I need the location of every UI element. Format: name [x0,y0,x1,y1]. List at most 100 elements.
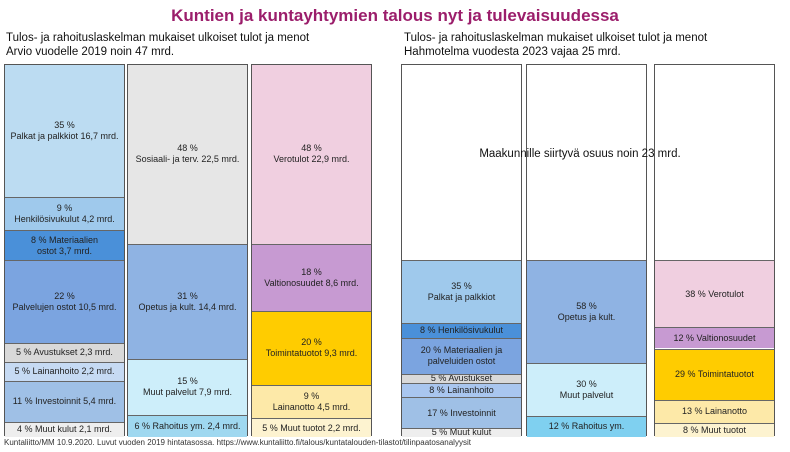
segment-label: 30 % Muut palvelut [560,379,614,401]
segment-label-line: Muut palvelut [559,389,614,400]
segment-label-line: 5 % Lainanhoito 2,2 mrd. [14,366,115,377]
bar-segment: 9 % Lainanotto 4,5 mrd. [252,384,371,419]
segment-label: 12 % Valtionosuudet [674,333,756,344]
segment-label: 4 % Muut kulut 2,1 mrd. [17,424,112,435]
segment-label-line: 12 % Rahoitus ym. [548,421,625,432]
left-heading-line-2: Arvio vuodelle 2019 noin 47 mrd. [6,46,175,58]
segment-label-line: 5 % Muut tuotot 2,2 mrd. [262,422,361,433]
segment-label-line: Palkat ja palkkiot [427,292,496,303]
segment-label: 29 % Toimintatuotot [675,369,754,380]
segment-label-line: 17 % Investoinnit [427,407,496,418]
bar-segment: 8 % Henkilösivukulut [402,323,521,338]
segment-label: 13 % Lainanotto [682,406,747,417]
segment-label: 8 % Muut tuotot [683,425,746,436]
segment-label: 5 % Muut kulut [431,427,492,437]
bar-segment: 9 % Henkilösivukulut 4,2 mrd. [5,196,124,231]
segment-label-line: Sosiaali- ja terv. 22,5 mrd. [135,154,240,165]
segment-label-line: 5 % Avustukset [430,373,493,383]
segment-label-line: 15 % [177,376,198,387]
segment-label-line: 6 % Rahoitus ym. 2,4 mrd. [134,420,241,431]
segment-label: 15 % Muut palvelut 7,9 mrd. [143,376,232,398]
right-heading-line-1: Tulos- ja rahoituslaskelman mukaiset ulk… [404,32,708,44]
bar-segment: 18 % Valtionosuudet 8,6 mrd. [252,243,371,311]
segment-label: 35 % Palkat ja palkkiot 16,7 mrd. [10,120,118,142]
left-heading-line-1: Tulos- ja rahoituslaskelman mukaiset ulk… [6,32,310,44]
segment-label-line: 5 % Avustukset 2,3 mrd. [16,347,113,358]
segment-label: 9 % Henkilösivukulut 4,2 mrd. [14,203,115,225]
segment-label-line: 35 % [54,119,75,130]
source-note: Kuntaliitto/MM 10.9.2020. Luvut vuoden 2… [4,438,471,447]
bar-segment: 31 % Opetus ja kult. 14,4 mrd. [128,243,247,359]
segment-label-line: 12 % Valtionosuudet [673,332,756,343]
bar-segment: 58 % Opetus ja kult. [527,260,646,363]
segment-label: 48 % Sosiaali- ja terv. 22,5 mrd. [136,143,240,165]
segment-label-line: Palvelujen ostot 10,5 mrd. [12,302,117,313]
segment-label-line: palveluiden ostot [427,356,496,367]
segment-label-line: 58 % [576,300,597,311]
segment-label: 5 % Muut tuotot 2,2 mrd. [262,423,361,434]
bar-column: 48 % Verotulot 22,9 mrd. 18 % Valtionosuude… [251,64,372,437]
segment-label: 8 % Henkilösivukulut [420,325,503,336]
left-heading: Tulos- ja rahoituslaskelman mukaiset ulk… [6,31,309,59]
segment-label-line: 8 % Henkilösivukulut [419,325,504,336]
segment-label-line: 13 % Lainanotto [681,406,748,417]
bar-segment: 5 % Avustukset [402,373,521,383]
bar-segment: 5 % Muut kulut [402,427,521,437]
segment-label: 5 % Avustukset [430,373,493,383]
segment-label-line: Lainanotto 4,5 mrd. [272,402,351,413]
segment-label-line: 8 % Lainanhoito [429,385,494,396]
segment-label-line: 31 % [177,290,198,301]
segment-label-line: 48 % [301,143,322,154]
chart-title: Kuntien ja kuntayhtymien talous nyt ja t… [171,6,619,25]
segment-label-line: 48 % [177,143,198,154]
bar-segment: 5 % Lainanhoito 2,2 mrd. [5,361,124,381]
segment-label: 6 % Rahoitus ym. 2,4 mrd. [134,421,240,432]
segment-label-line: 38 % Verotulot [685,288,744,299]
segment-label-line: 22 % [54,291,75,302]
bar-segment: 20 % Toimintatuotot 9,3 mrd. [252,310,371,385]
segment-label-line: ostot 3,7 mrd. [36,245,92,256]
bar-column: 35 % Palkat ja palkkiot 16,7 mrd. 9 % Henki… [4,64,125,437]
bar-column: 38 % Verotulot 12 % Valtionosuudet 29 % To… [654,64,775,437]
segment-label: 22 % Palvelujen ostot 10,5 mrd. [12,291,116,313]
bar-segment: 35 % Palkat ja palkkiot [402,260,521,324]
segment-label: 9 % Lainanotto 4,5 mrd. [273,391,351,413]
segment-label: 48 % Verotulot 22,9 mrd. [273,143,349,165]
bar-segment: 12 % Valtionosuudet [655,327,774,349]
segment-label-line: 20 % Materiaalien ja [420,345,503,356]
segment-label: 20 % Materiaalien ja palveluiden ostot [421,345,503,367]
bar-segment: 4 % Muut kulut 2,1 mrd. [5,421,124,437]
bar-segment: 35 % Palkat ja palkkiot 16,7 mrd. [5,65,124,197]
segment-label-line: Toimintatuotot 9,3 mrd. [265,348,358,359]
segment-label-line: Henkilösivukulut 4,2 mrd. [14,213,115,224]
segment-label-line: 5 % Muut kulut [431,427,492,437]
segment-label: 8 % Materiaalien ostot 3,7 mrd. [31,235,98,257]
segment-label: 12 % Rahoitus ym. [549,421,625,432]
segment-label: 5 % Avustukset 2,3 mrd. [16,347,113,358]
segment-label: 18 % Valtionosuudet 8,6 mrd. [264,267,358,289]
segment-label: 38 % Verotulot [685,289,744,300]
bar-segment: 17 % Investoinnit [402,397,521,428]
segment-label: 11 % Investoinnit 5,4 mrd. [13,396,116,407]
bar-column: 48 % Sosiaali- ja terv. 22,5 mrd. 31 % Opet… [127,64,248,437]
segment-label-line: Opetus ja kult. [557,311,616,322]
right-heading: Tulos- ja rahoituslaskelman mukaiset ulk… [404,31,707,59]
bar-segment: 5 % Muut tuotot 2,2 mrd. [252,418,371,437]
bar-column: 58 % Opetus ja kult. 30 % Muut palvelut 12 %… [526,64,647,437]
segment-label-line: 8 % Materiaalien [30,234,99,245]
segment-label: 5 % Lainanhoito 2,2 mrd. [14,366,114,377]
bar-segment: 38 % Verotulot [655,260,774,328]
segment-label-line: Verotulot 22,9 mrd. [273,154,350,165]
segment-label-line: Opetus ja kult. 14,4 mrd. [138,301,237,312]
segment-label-line: 35 % [451,281,472,292]
bar-segment: 5 % Avustukset 2,3 mrd. [5,343,124,362]
bar-segment: 12 % Rahoitus ym. [527,415,646,437]
segment-label: 58 % Opetus ja kult. [558,301,616,323]
segment-label-line: 8 % Muut tuotot [682,424,747,435]
bar-segment: 22 % Palvelujen ostot 10,5 mrd. [5,260,124,344]
right-heading-line-2: Hahmotelma vuodesta 2023 vajaa 25 mrd. [404,46,621,58]
bar-segment: 8 % Materiaalien ostot 3,7 mrd. [5,230,124,261]
bar-segment: 48 % Sosiaali- ja terv. 22,5 mrd. [128,65,247,244]
segment-label-line: 9 % [303,391,320,402]
segment-label: 20 % Toimintatuotot 9,3 mrd. [266,337,358,359]
